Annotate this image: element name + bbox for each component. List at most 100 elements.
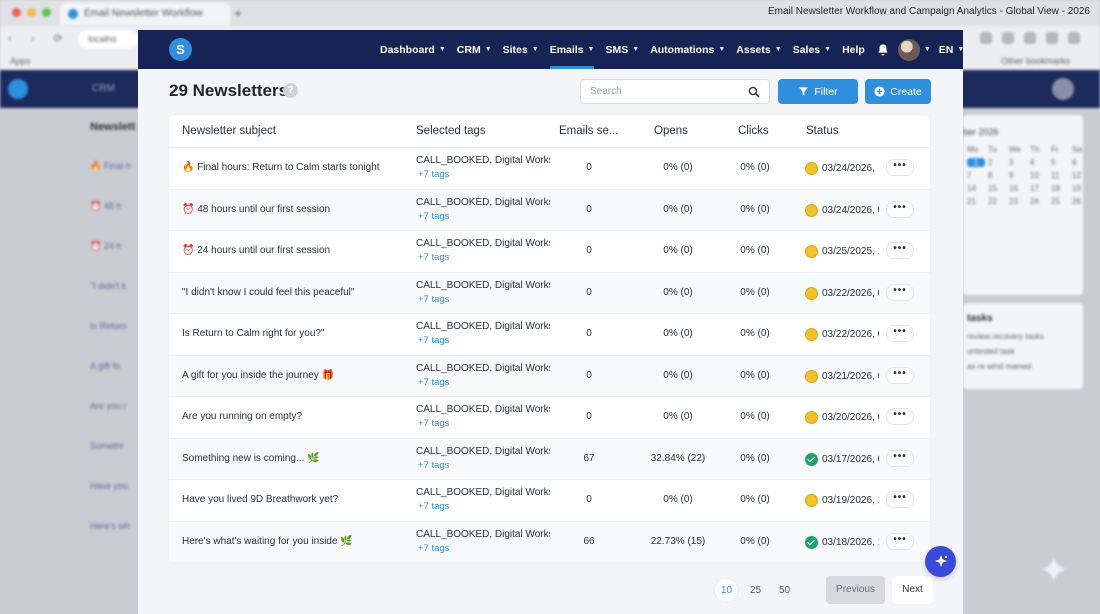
calendar-day: 6 xyxy=(1072,158,1077,167)
table-row[interactable]: 🔥 Final hours: Return to Calm starts ton… xyxy=(169,147,930,189)
status-date: 03/18/2026, 1 xyxy=(822,536,879,548)
newsletter-subject[interactable]: 🔥 Final hours: Return to Calm starts ton… xyxy=(182,162,380,173)
table-row[interactable]: Are you running on empty? CALL_BOOKED, Di… xyxy=(169,396,930,438)
more-tags-link[interactable]: +7 tags xyxy=(418,376,450,388)
row-actions-button[interactable]: ••• xyxy=(886,449,914,467)
nav-item-label: Assets xyxy=(736,43,771,56)
newsletter-subject[interactable]: A gift for you inside the journey 🎁 xyxy=(182,369,334,381)
nav-item-dashboard[interactable]: Dashboard ▼ xyxy=(380,30,446,69)
more-tags-link[interactable]: +7 tags xyxy=(418,335,450,346)
row-actions-button[interactable]: ••• xyxy=(886,242,914,259)
more-tags-link[interactable]: +7 tags xyxy=(418,169,450,180)
newsletter-subject[interactable]: "I didn't know I could feel this peacefu… xyxy=(182,286,355,298)
table-row[interactable]: Have you lived 9D Breathwork yet? CALL_BO… xyxy=(169,479,930,521)
column-header-subject[interactable]: Newsletter subject xyxy=(182,125,276,137)
calendar-day: 10 xyxy=(1030,171,1039,180)
more-tags-link[interactable]: +7 tags xyxy=(418,252,450,263)
page-size-25[interactable]: 25 xyxy=(749,584,762,596)
table-row[interactable]: A gift for you inside the journey 🎁 CALL_… xyxy=(169,354,930,396)
language-chevron-down-icon[interactable]: ▼ xyxy=(957,46,963,53)
column-header-status[interactable]: Status xyxy=(806,125,839,137)
app-logo[interactable]: S xyxy=(169,38,192,61)
language-selector[interactable]: EN xyxy=(938,43,954,56)
background-avatar xyxy=(1052,78,1074,100)
newsletter-subject[interactable]: Have you lived 9D Breathwork yet? xyxy=(182,494,339,505)
browser-nav-icons[interactable]: ‹ › ⟳ xyxy=(8,33,71,45)
status-cell: 03/18/2026, 1 xyxy=(805,535,879,549)
more-tags-link[interactable]: +7 tags xyxy=(418,542,450,554)
notifications-bell-icon[interactable] xyxy=(876,43,890,57)
search-input[interactable] xyxy=(580,79,770,104)
browser-tab[interactable]: Email Newsletter Workflow xyxy=(60,3,230,25)
calendar-day: 15 xyxy=(988,184,997,193)
search-icon[interactable] xyxy=(748,86,760,98)
new-tab-icon[interactable]: + xyxy=(234,5,243,21)
newsletter-subject[interactable]: Something new is coming... 🌿 xyxy=(182,452,320,464)
row-actions-button[interactable]: ••• xyxy=(886,532,914,550)
nav-item-automations[interactable]: Automations ▼ xyxy=(650,30,725,69)
row-actions-button[interactable]: ••• xyxy=(886,283,914,301)
page-size-10[interactable]: 10 xyxy=(715,578,738,602)
nav-item-sales[interactable]: Sales ▼ xyxy=(793,30,831,69)
newsletter-subject[interactable]: Are you running on empty? xyxy=(182,411,303,422)
newsletter-subject[interactable]: Here's what's waiting for you inside 🌿 xyxy=(182,535,353,547)
background-list-header: Newslett xyxy=(90,121,136,133)
row-actions-button[interactable]: ••• xyxy=(886,408,914,425)
minimize-dot[interactable] xyxy=(27,8,36,17)
page-size-50[interactable]: 50 xyxy=(778,584,791,596)
nav-item-sites[interactable]: Sites ▼ xyxy=(503,30,539,69)
row-actions-button[interactable]: ••• xyxy=(886,491,914,508)
more-tags-link[interactable]: +7 tags xyxy=(418,418,450,429)
calendar-day: 2 xyxy=(988,158,993,167)
help-icon[interactable]: ? xyxy=(283,83,298,98)
nav-item-assets[interactable]: Assets ▼ xyxy=(736,30,781,69)
more-tags-link[interactable]: +7 tags xyxy=(418,459,450,471)
newsletter-subject[interactable]: ⏰ 48 hours until our first session xyxy=(182,203,331,215)
table-row[interactable]: Something new is coming... 🌿 CALL_BOOKED,… xyxy=(169,437,930,479)
nav-item-crm[interactable]: CRM ▼ xyxy=(457,30,492,69)
clicks-value: 0% (0) xyxy=(740,162,770,173)
column-header-emails-sent[interactable]: Emails se... xyxy=(559,125,619,137)
previous-page-button[interactable]: Previous xyxy=(826,576,885,604)
column-header-opens[interactable]: Opens xyxy=(654,125,688,137)
selected-tags: CALL_BOOKED, Digital Worksh xyxy=(416,321,550,332)
more-tags-link[interactable]: +7 tags xyxy=(418,293,450,305)
maximize-dot[interactable] xyxy=(42,8,51,17)
column-header-clicks[interactable]: Clicks xyxy=(738,125,769,137)
background-list-item: "I didn't k xyxy=(90,281,127,291)
nav-item-label: CRM xyxy=(456,43,481,56)
bookmark-apps[interactable]: Apps xyxy=(10,56,31,66)
table-row[interactable]: Here's what's waiting for you inside 🌿 CA… xyxy=(169,520,930,562)
tasks-title: tasks xyxy=(967,313,993,324)
table-row[interactable]: ⏰ 24 hours until our first session CALL_B… xyxy=(169,230,930,272)
window-controls[interactable] xyxy=(12,8,51,17)
column-header-tags[interactable]: Selected tags xyxy=(416,125,486,137)
bookmark-other[interactable]: Other bookmarks xyxy=(1000,56,1070,66)
user-avatar[interactable] xyxy=(897,38,920,61)
next-page-button[interactable]: Next xyxy=(892,576,933,604)
newsletter-subject[interactable]: Is Return to Calm right for you?" xyxy=(182,328,325,339)
row-actions-button[interactable]: ••• xyxy=(886,159,914,176)
row-actions-button[interactable]: ••• xyxy=(886,200,914,218)
table-row[interactable]: "I didn't know I could feel this peacefu… xyxy=(169,271,930,313)
row-actions-button[interactable]: ••• xyxy=(886,325,914,342)
browser-extension-icons[interactable] xyxy=(980,32,1080,44)
opens-value: 0% (0) xyxy=(663,286,693,298)
filter-button[interactable]: Filter xyxy=(778,79,858,104)
selected-tags: CALL_BOOKED, Digital Worksh xyxy=(416,196,550,208)
newsletter-subject[interactable]: ⏰ 24 hours until our first session xyxy=(182,245,331,256)
table-row[interactable]: ⏰ 48 hours until our first session CALL_B… xyxy=(169,188,930,230)
address-bar[interactable]: localho xyxy=(78,30,138,48)
ai-assistant-button[interactable] xyxy=(925,546,956,577)
calendar-day: Th xyxy=(1030,145,1040,154)
nav-item-help[interactable]: Help xyxy=(842,30,865,69)
nav-item-emails[interactable]: Emails ▼ xyxy=(549,30,594,69)
table-row[interactable]: Is Return to Calm right for you?" CALL_BO… xyxy=(169,313,930,355)
avatar-chevron-down-icon[interactable]: ▼ xyxy=(923,46,931,53)
more-tags-link[interactable]: +7 tags xyxy=(418,501,450,512)
more-tags-link[interactable]: +7 tags xyxy=(418,210,450,222)
close-dot[interactable] xyxy=(12,8,21,17)
nav-item-sms[interactable]: SMS ▼ xyxy=(605,30,639,69)
create-button[interactable]: Create xyxy=(865,79,931,104)
row-actions-button[interactable]: ••• xyxy=(886,366,914,384)
